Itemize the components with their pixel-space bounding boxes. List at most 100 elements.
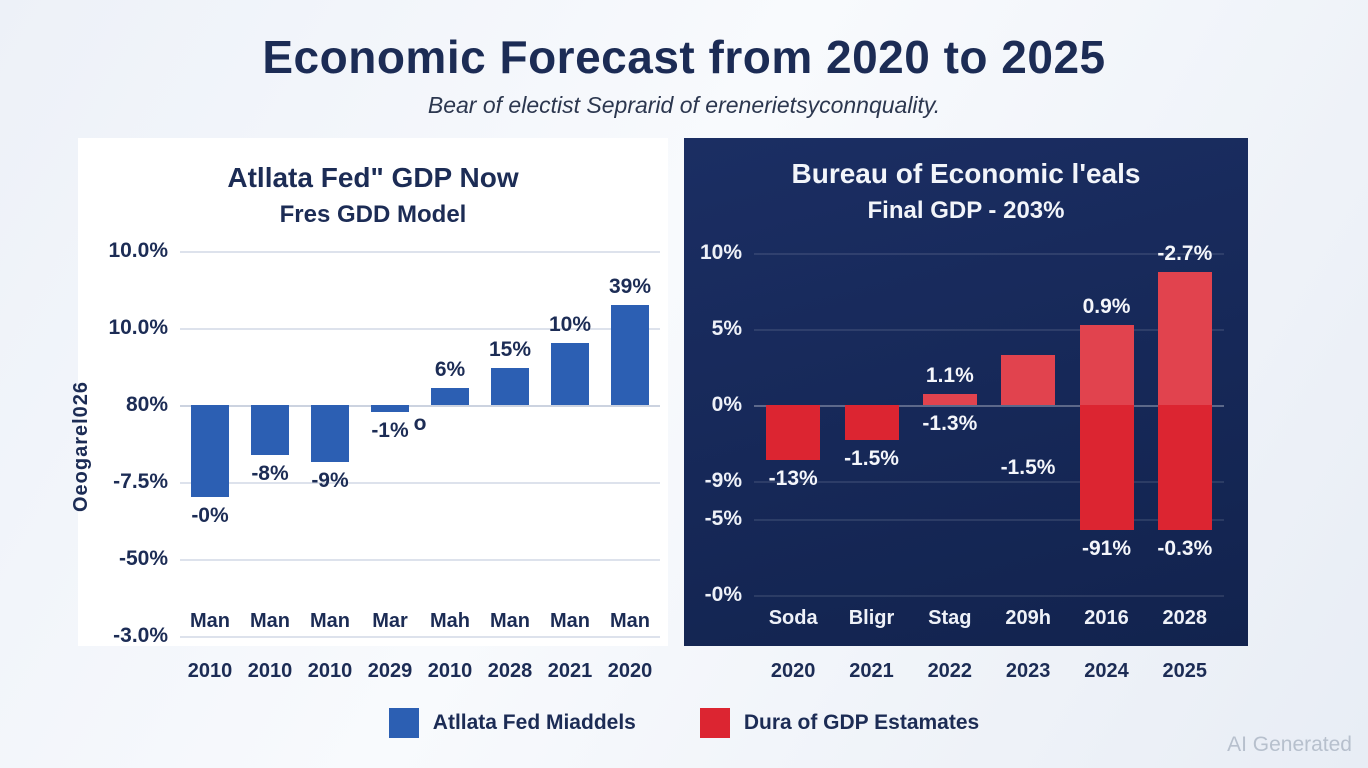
axis-category-label: 2021: [849, 660, 894, 682]
chart-legend: Atllata Fed Miaddels Dura of GDP Estamate…: [0, 708, 1368, 738]
bar-value-label: -9%: [311, 468, 349, 492]
axis-category-label: Man: [610, 610, 650, 632]
axis-category-label: Soda: [768, 607, 818, 629]
right-chart-title: Bureau of Economic l'eals: [791, 158, 1141, 189]
axis-category-label: 2023: [1005, 660, 1051, 682]
legend-item: Dura of GDP Estamates: [699, 708, 980, 738]
gridline: [754, 405, 1224, 407]
bar-upper-tint: [1001, 354, 1056, 405]
axis-category-label: 2020: [770, 660, 816, 682]
bar-value-label: -0%: [191, 503, 229, 527]
legend-swatch: [699, 708, 730, 738]
bar-2: [844, 405, 899, 440]
bar-value-label: 0.9%: [1082, 295, 1131, 319]
legend-swatch: [388, 708, 419, 738]
gridline: [754, 329, 1224, 331]
bar-upper-tint: [1079, 325, 1134, 405]
left-x-axis-row1: Man Man Man Mar Mah Man Man Man: [180, 610, 660, 633]
axis-category-label: 2022: [927, 660, 973, 682]
axis-category-label: 2028: [1162, 607, 1208, 629]
axis-category-label: 2016: [1084, 607, 1129, 629]
bar-4: [371, 405, 409, 412]
left-plot-area: -0% -8% -9% -1% 6% 15% 10% 39% o: [180, 250, 660, 642]
bar-value-label: -8%: [251, 462, 289, 486]
bar-2: [251, 405, 289, 456]
legend-item: Atllata Fed Miaddels: [388, 708, 636, 738]
bar-5: [431, 388, 469, 405]
axis-category-label: Mah: [430, 610, 470, 632]
page-subtitle: Bear of electist Seprarid of erenerietsy…: [427, 92, 941, 118]
y-axis-tick: 5%: [711, 317, 742, 340]
bar-value-label: -91%: [1081, 536, 1132, 560]
right-chart-subtitle: Final GDP - 203%: [867, 197, 1065, 224]
bar-1: [191, 405, 229, 497]
axis-category-label: Mar: [372, 610, 408, 632]
bar-value-label: 6%: [434, 358, 466, 382]
y-axis-tick: 10.0%: [108, 239, 168, 262]
bar-1: [766, 405, 821, 460]
axis-category-label: 2010: [187, 660, 233, 682]
bar-value-label: 15%: [488, 338, 532, 362]
y-axis-tick: -3.0%: [113, 624, 168, 647]
axis-category-label: Stag: [928, 607, 972, 629]
bar-value-label: -1%: [371, 418, 409, 442]
right-x-axis-row2: 2020 2021 2022 2023 2024 2025: [754, 660, 1224, 683]
axis-category-label: Man: [250, 610, 290, 632]
ai-generated-watermark: AI Generated: [1227, 733, 1352, 756]
axis-category-label: 2028: [487, 660, 533, 682]
gridline: [754, 519, 1224, 521]
axis-category-label: 2025: [1162, 660, 1208, 682]
bar-5: [1079, 325, 1134, 530]
left-chart-title: Atllata Fed" GDP Now: [227, 162, 519, 193]
axis-category-label: Man: [550, 610, 590, 632]
bar-value-label: -2.7%: [1157, 242, 1213, 265]
page-title: Economic Forecast from 2020 to 2025: [262, 31, 1106, 83]
gridline: [180, 405, 660, 407]
y-axis-tick: 0%: [711, 393, 742, 416]
bar-upper-tint: [922, 394, 977, 405]
y-axis-tick: -0%: [704, 583, 742, 606]
bar-4: [1001, 354, 1056, 405]
axis-category-label: 2020: [607, 660, 653, 682]
bar-value-label: 10%: [548, 313, 592, 337]
axis-category-label: Bligr: [848, 607, 895, 629]
gridline: [180, 482, 660, 484]
bar-value-label: o: [413, 412, 427, 436]
axis-category-label: Man: [310, 610, 350, 632]
bar-3: [311, 405, 349, 462]
axis-category-label: 2010: [307, 660, 353, 682]
y-axis-tick: -7.5%: [113, 470, 168, 493]
y-axis-tick: 10%: [699, 241, 742, 264]
bar-6: [1157, 272, 1212, 530]
y-axis-tick: 80%: [125, 393, 168, 416]
bar-value-label: -0.3%: [1157, 536, 1213, 560]
bar-value-label: -1.5%: [844, 446, 899, 470]
y-axis-tick: -9%: [704, 469, 742, 492]
left-x-axis-row2: 2010 2010 2010 2029 2010 2028 2021 2020: [180, 660, 660, 683]
right-plot-area: -13% -1.5% 1.1% -1.3% 0.9% -91% -2.7% -0.3% -1.5…: [754, 238, 1224, 638]
bar-value-label: -13%: [768, 466, 818, 490]
y-axis-tick: -50%: [118, 547, 168, 570]
y-axis-tick: -5%: [704, 507, 742, 530]
right-chart-panel: [684, 138, 1248, 646]
bar-7: [551, 343, 589, 405]
bar-3: [922, 394, 977, 405]
axis-category-label: 2029: [367, 660, 413, 682]
gridline: [180, 559, 660, 561]
right-y-axis-ticks: 10% 5% 0% -9% -5% -0%: [684, 238, 742, 638]
left-chart-subtitle: Fres GDD Model: [279, 201, 467, 228]
axis-category-label: Man: [490, 610, 530, 632]
legend-label: Dura of GDP Estamates: [743, 711, 980, 734]
gridline: [754, 253, 1224, 255]
bar-6: [491, 368, 529, 405]
axis-category-label: Man: [190, 610, 230, 632]
gridline: [180, 251, 660, 253]
gridline: [754, 595, 1224, 597]
bar-upper-tint: [1157, 272, 1212, 405]
bar-value-label: -1.5%: [1000, 456, 1056, 480]
right-chart-title-block: Bureau of Economic l'eals Final GDP - 20…: [684, 158, 1248, 225]
bar-value-label: 1.1%: [925, 364, 974, 388]
legend-label: Atllata Fed Miaddels: [432, 711, 636, 734]
gridline: [754, 481, 1224, 483]
